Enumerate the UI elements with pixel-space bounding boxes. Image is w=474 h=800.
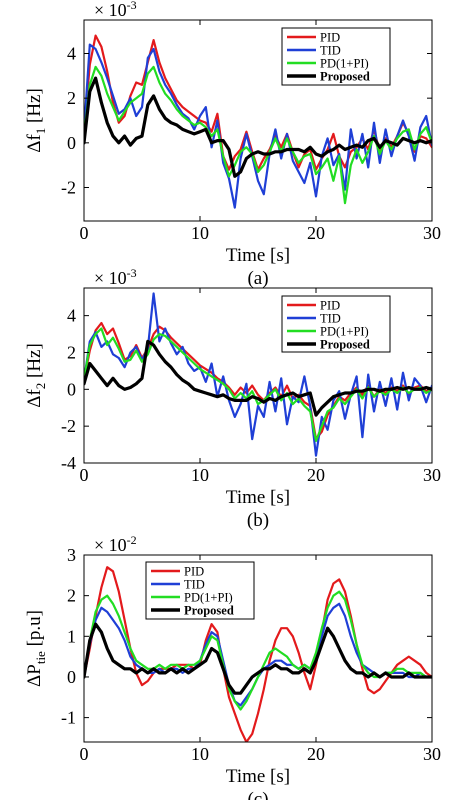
y-tick-label: 2 <box>67 586 76 606</box>
y-tick-label: 4 <box>67 44 76 64</box>
y-tick-label: 1 <box>67 626 76 646</box>
y-tick-label: 4 <box>67 306 76 326</box>
series-group <box>84 566 432 742</box>
series-group <box>84 292 432 457</box>
axes-box <box>83 554 433 743</box>
x-tick-label: 30 <box>423 465 441 485</box>
y-axis-label: Δf1 [Hz] <box>24 88 48 153</box>
legend-entry: TID <box>320 44 341 58</box>
figure-caption: (b) <box>247 510 269 531</box>
legend-entry: Proposed <box>320 338 370 352</box>
legend-entry: PD(1+PI) <box>320 325 369 339</box>
legend-entry: Proposed <box>320 70 370 84</box>
y-tick-label: 0 <box>67 133 76 153</box>
y-tick-label: 2 <box>67 342 76 362</box>
y-tick-label: -4 <box>61 453 76 473</box>
legend-entry: PID <box>320 299 340 313</box>
legend-entry: PID <box>320 31 340 45</box>
axis-multiplier: × 10-3 <box>94 266 137 288</box>
x-tick-label: 30 <box>423 223 441 243</box>
x-tick-label: 20 <box>307 744 325 764</box>
x-axis-label: Time [s] <box>226 487 290 508</box>
series-line-proposed <box>84 339 432 417</box>
chart-1: 0 10 20 30 -4 -2 0 2 4 × 10-3 Time [s](b) Δf2 [Hz] P… <box>24 266 441 531</box>
x-tick-label: 30 <box>423 744 441 764</box>
y-axis-label: ΔPtie [p.u] <box>24 610 48 687</box>
legend-entry: Proposed <box>184 604 234 618</box>
legend-entry: PD(1+PI) <box>184 591 233 605</box>
series-line-tid <box>84 43 432 209</box>
y-tick-label: -1 <box>61 708 76 728</box>
legend-entry: TID <box>320 312 341 326</box>
x-tick-label: 0 <box>80 465 89 485</box>
legend-entry: TID <box>184 578 205 592</box>
x-tick-label: 20 <box>307 223 325 243</box>
x-tick-label: 0 <box>80 223 89 243</box>
figure-caption: (a) <box>247 268 268 289</box>
axes-box <box>83 287 433 464</box>
x-axis-label: Time [s] <box>226 245 290 266</box>
series-line-proposed <box>84 622 432 695</box>
axis-multiplier: × 10-2 <box>94 533 137 555</box>
series-line-pd-1-pi- <box>84 590 432 711</box>
y-tick-label: 0 <box>67 667 76 687</box>
y-axis-label: Δf2 [Hz] <box>24 343 48 408</box>
series-group <box>84 34 432 209</box>
legend-entry: PD(1+PI) <box>320 57 369 71</box>
series-line-pid <box>84 566 432 742</box>
x-tick-label: 20 <box>307 465 325 485</box>
x-axis-label: Time [s] <box>226 766 290 787</box>
axis-multiplier: × 10-3 <box>94 0 137 20</box>
x-tick-label: 10 <box>191 223 209 243</box>
y-tick-label: 3 <box>67 545 76 565</box>
series-line-pd-1-pi- <box>84 65 432 205</box>
x-tick-label: 0 <box>80 744 89 764</box>
series-line-pd-1-pi- <box>84 327 432 442</box>
y-tick-label: 0 <box>67 379 76 399</box>
x-tick-label: 10 <box>191 465 209 485</box>
y-tick-label: -2 <box>61 416 76 436</box>
figure-caption: (c) <box>247 789 268 800</box>
axes-box <box>83 19 433 222</box>
y-tick-label: 2 <box>67 88 76 108</box>
y-tick-label: -2 <box>61 178 76 198</box>
x-tick-label: 10 <box>191 744 209 764</box>
series-line-proposed <box>84 76 432 178</box>
chart-0: 0 10 20 30 -2 0 2 4 × 10-3 Time [s](a) Δf1 [Hz] PID… <box>24 0 441 289</box>
legend-entry: PID <box>184 565 204 579</box>
